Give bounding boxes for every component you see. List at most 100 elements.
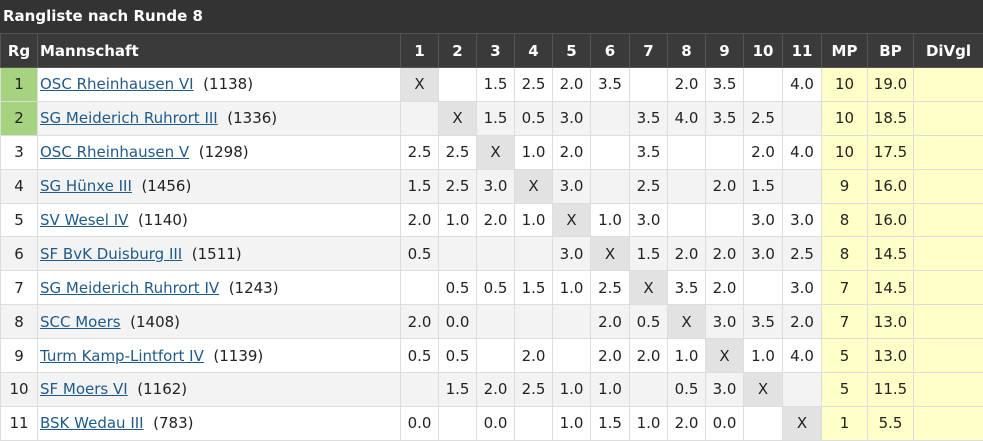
team-rating: (1336) [227,109,277,127]
rank-cell: 4 [1,169,38,203]
team-link[interactable]: SCC Moers [40,313,121,331]
result-cell [477,237,515,271]
result-cell: 3.0 [553,169,591,203]
result-cell: 1.0 [591,203,630,237]
result-cell [668,135,706,169]
mp-cell: 7 [822,271,868,305]
mp-cell: 1 [822,406,868,440]
result-cell: 0.0 [439,305,477,339]
result-cell [744,271,783,305]
column-header: 8 [668,34,706,68]
result-cell: 1.0 [515,203,553,237]
result-cell: 3.0 [744,237,783,271]
team-link[interactable]: Turm Kamp-Lintfort IV [40,347,204,365]
result-cell [401,271,439,305]
result-cell: 0.5 [439,271,477,305]
result-cell: 1.0 [515,135,553,169]
team-rating: (1408) [130,313,180,331]
result-cell: 2.5 [515,68,553,102]
result-cell: 2.5 [439,135,477,169]
result-cell: 2.0 [668,406,706,440]
rank-cell: 7 [1,271,38,305]
team-link[interactable]: SG Meiderich Ruhrort IV [40,279,219,297]
bp-cell: 13.0 [868,305,914,339]
result-cell: 3.5 [630,101,668,135]
divgl-cell [914,406,983,440]
result-cell: 2.0 [515,339,553,373]
result-cell: 3.5 [591,68,630,102]
result-cell: 2.0 [744,135,783,169]
divgl-cell [914,237,983,271]
team-rating: (1298) [199,143,249,161]
result-cell: 1.0 [553,373,591,407]
result-cell: 0.5 [401,237,439,271]
result-cell: 3.0 [706,305,744,339]
result-cell [515,406,553,440]
result-cell: 2.0 [706,271,744,305]
team-link[interactable]: SF Moers VI [40,380,128,398]
bp-cell: 11.5 [868,373,914,407]
result-cell: X [591,237,630,271]
team-link[interactable]: SF BvK Duisburg III [40,245,182,263]
bp-cell: 14.5 [868,237,914,271]
divgl-cell [914,203,983,237]
divgl-cell [914,68,983,102]
result-cell: 1.5 [591,406,630,440]
result-cell: 1.0 [591,373,630,407]
result-cell: 3.0 [553,237,591,271]
team-cell: SCC Moers (1408) [38,305,401,339]
rank-cell: 9 [1,339,38,373]
result-cell: 1.5 [630,237,668,271]
result-cell: 1.5 [744,169,783,203]
team-link[interactable]: OSC Rheinhausen VI [40,75,194,93]
result-cell: 2.0 [706,169,744,203]
column-header: 3 [477,34,515,68]
rank-cell: 2 [1,101,38,135]
result-cell: 2.5 [439,169,477,203]
result-cell: 2.0 [477,373,515,407]
bp-cell: 16.0 [868,169,914,203]
result-cell: 1.0 [630,406,668,440]
result-cell: 0.5 [668,373,706,407]
divgl-cell [914,271,983,305]
team-link[interactable]: SV Wesel IV [40,211,128,229]
divgl-cell [914,169,983,203]
rank-cell: 5 [1,203,38,237]
column-header: Rg [1,34,38,68]
divgl-cell [914,305,983,339]
result-cell: 3.0 [553,101,591,135]
result-cell: X [783,406,822,440]
result-cell: X [553,203,591,237]
result-cell: 0.5 [439,339,477,373]
result-cell [401,373,439,407]
result-cell: 0.5 [477,271,515,305]
result-cell: 3.0 [477,169,515,203]
team-link[interactable]: SG Hünxe III [40,177,132,195]
team-link[interactable]: SG Meiderich Ruhrort III [40,109,218,127]
result-cell [706,203,744,237]
result-cell [477,305,515,339]
result-cell: X [630,271,668,305]
mp-cell: 5 [822,373,868,407]
result-cell: 1.5 [401,169,439,203]
bp-cell: 18.5 [868,101,914,135]
team-link[interactable]: BSK Wedau III [40,414,144,432]
result-cell: 1.0 [668,339,706,373]
bp-cell: 13.0 [868,339,914,373]
result-cell [744,68,783,102]
result-cell: 2.0 [553,135,591,169]
mp-cell: 9 [822,169,868,203]
bp-cell: 17.5 [868,135,914,169]
column-header: 6 [591,34,630,68]
team-rating: (1138) [203,75,253,93]
result-cell [783,373,822,407]
result-cell: X [744,373,783,407]
team-link[interactable]: OSC Rheinhausen V [40,143,189,161]
column-header: MP [822,34,868,68]
result-cell: 3.0 [706,373,744,407]
